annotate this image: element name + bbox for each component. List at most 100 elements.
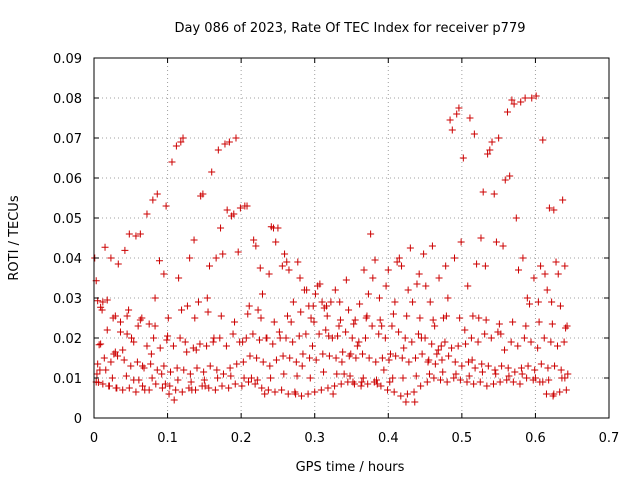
data-point-plus-marker [422, 282, 430, 290]
data-point-plus-marker [448, 344, 456, 352]
data-point-plus-marker [225, 138, 233, 146]
data-point-plus-marker [306, 354, 314, 362]
data-point-plus-marker [211, 386, 219, 394]
data-point-plus-marker [213, 366, 221, 374]
data-point-plus-marker [496, 378, 504, 386]
data-point-plus-marker [128, 334, 136, 342]
y-tick-label: 0.03 [53, 292, 82, 307]
data-point-plus-marker [284, 390, 292, 398]
data-point-plus-marker [259, 358, 267, 366]
data-point-plus-marker [444, 294, 452, 302]
data-point-plus-marker [236, 338, 244, 346]
data-point-plus-marker [256, 264, 264, 272]
data-point-plus-marker [468, 356, 476, 364]
data-point-plus-marker [426, 298, 434, 306]
data-point-plus-marker [150, 334, 158, 342]
data-point-plus-marker [116, 328, 124, 336]
data-point-plus-marker [108, 374, 116, 382]
data-point-plus-marker [368, 322, 376, 330]
y-tick-label: 0.04 [53, 252, 82, 267]
data-point-plus-marker [272, 238, 280, 246]
data-point-plus-marker [345, 352, 353, 360]
data-point-plus-marker [283, 258, 291, 266]
data-point-plus-marker [158, 370, 166, 378]
data-point-plus-marker [103, 326, 111, 334]
data-point-plus-marker [219, 370, 227, 378]
data-point-plus-marker [176, 334, 184, 342]
data-point-plus-marker [498, 362, 506, 370]
data-point-plus-marker [167, 368, 175, 376]
data-point-plus-marker [122, 372, 130, 380]
data-point-plus-marker [350, 380, 358, 388]
data-point-plus-marker [185, 384, 193, 392]
data-point-plus-marker [309, 342, 317, 350]
data-point-plus-marker [453, 110, 461, 118]
data-point-plus-marker [272, 356, 280, 364]
data-point-plus-marker [470, 380, 478, 388]
data-point-plus-marker [359, 350, 367, 358]
data-point-plus-marker [297, 392, 305, 400]
data-point-plus-marker [271, 388, 279, 396]
data-point-plus-marker [357, 382, 365, 390]
data-point-plus-marker [331, 286, 339, 294]
data-point-plus-marker [442, 312, 450, 320]
data-point-plus-marker [186, 254, 194, 262]
data-point-plus-marker [338, 358, 346, 366]
data-point-plus-marker [346, 372, 354, 380]
data-point-plus-marker [304, 390, 312, 398]
data-point-plus-marker [190, 236, 198, 244]
data-point-plus-marker [208, 168, 216, 176]
y-tick-label: 0.06 [53, 172, 82, 187]
data-point-plus-marker [105, 382, 113, 390]
data-point-plus-marker [399, 374, 407, 382]
data-point-plus-marker [101, 243, 109, 251]
data-point-plus-marker [232, 134, 240, 142]
data-point-plus-marker [100, 354, 108, 362]
data-point-plus-marker [243, 202, 251, 210]
y-tick-label: 0.08 [53, 92, 82, 107]
data-point-plus-marker [474, 338, 482, 346]
data-point-plus-marker [121, 246, 129, 254]
data-point-plus-marker [229, 330, 237, 338]
data-point-plus-marker [95, 341, 103, 349]
data-point-plus-marker [337, 380, 345, 388]
data-point-plus-marker [508, 96, 516, 104]
data-point-plus-marker [168, 158, 176, 166]
data-point-plus-marker [153, 190, 161, 198]
y-tick-label: 0.07 [53, 132, 82, 147]
x-tick-label: 0.3 [304, 431, 325, 446]
data-point-plus-marker [245, 302, 253, 310]
data-point-plus-marker [324, 384, 332, 392]
data-point-plus-marker [231, 318, 239, 326]
data-point-plus-marker [148, 374, 156, 382]
data-point-plus-marker [132, 388, 140, 396]
data-point-plus-marker [441, 338, 449, 346]
data-point-plus-marker [435, 274, 443, 282]
data-point-plus-marker [380, 366, 388, 374]
data-point-plus-marker [178, 306, 186, 314]
data-point-plus-marker [369, 274, 377, 282]
data-point-plus-marker [507, 338, 515, 346]
data-point-plus-marker [539, 136, 547, 144]
data-point-plus-marker [297, 308, 305, 316]
data-point-plus-marker [233, 360, 241, 368]
x-tick-label: 0.5 [452, 431, 473, 446]
data-point-plus-marker [517, 98, 525, 106]
grid-lines [94, 58, 609, 418]
data-point-plus-marker [467, 334, 475, 342]
data-point-plus-marker [257, 314, 265, 322]
data-point-plus-marker [484, 362, 492, 370]
data-point-plus-marker [264, 386, 272, 394]
data-point-plus-marker [194, 298, 202, 306]
data-point-plus-marker [413, 280, 421, 288]
data-point-plus-marker [342, 328, 350, 336]
data-point-plus-marker [281, 250, 289, 258]
data-point-plus-marker [521, 94, 529, 102]
data-point-plus-marker [231, 380, 239, 388]
data-point-plus-marker [212, 254, 220, 262]
data-point-plus-marker [418, 350, 426, 358]
data-point-plus-marker [145, 320, 153, 328]
data-point-plus-marker [425, 370, 433, 378]
data-point-plus-marker [342, 276, 350, 284]
